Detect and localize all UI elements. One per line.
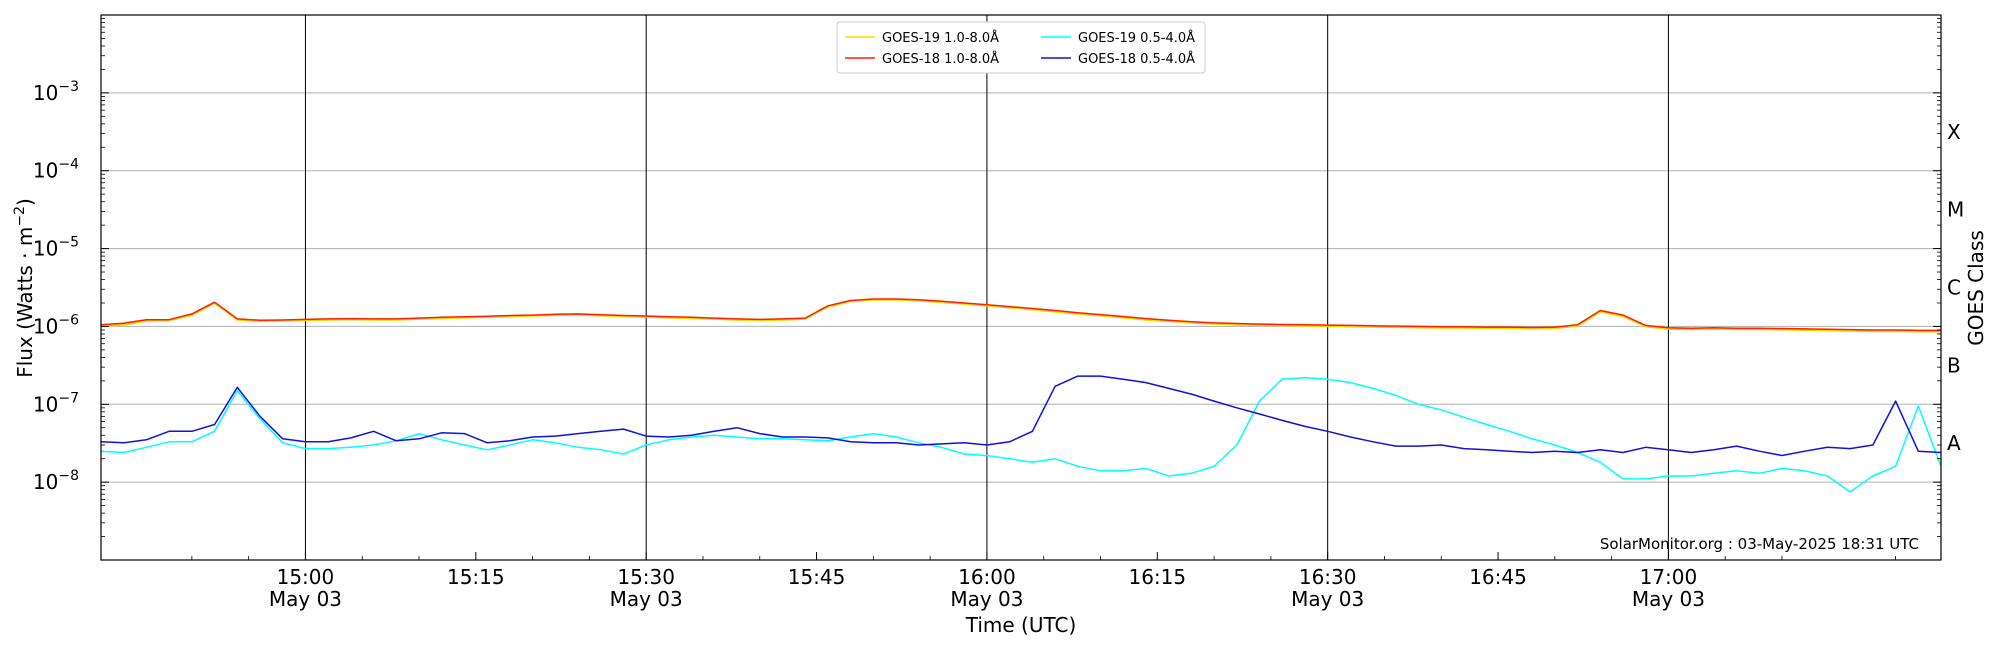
goes-class-label: M [1947, 198, 1964, 222]
x-tick-label: 16:00 [958, 565, 1016, 589]
legend-label: GOES-19 0.5-4.0Å [1078, 30, 1195, 46]
legend-label: GOES-19 1.0-8.0Å [882, 30, 999, 46]
goes-class-label: A [1947, 431, 1961, 455]
legend-label: GOES-18 0.5-4.0Å [1078, 51, 1195, 67]
y-tick-label: 10−6 [33, 312, 79, 338]
x-tick-label: 15:00 [277, 565, 335, 589]
y-tick-label: 10−7 [33, 390, 79, 416]
y-axis-title-main: Flux (Watts · m [13, 227, 37, 378]
plot-frame [100, 14, 1942, 561]
y-tick-label: 10−3 [33, 79, 79, 105]
x-tick-sublabel: May 03 [610, 587, 683, 611]
y-tick-label: 10−4 [33, 157, 79, 183]
y-axis-ticks: 10−8 10−7 10−6 10−5 10−4 10−3 [33, 18, 1941, 537]
y-axis-title-sup: −2 [12, 206, 28, 227]
x-tick-label: 15:30 [617, 565, 675, 589]
x-axis-title: Time (UTC) [965, 613, 1077, 637]
y-tick-label: 10−5 [33, 235, 79, 261]
x-tick-label: 16:15 [1128, 565, 1186, 589]
series-line-3 [100, 376, 1942, 493]
y-tick-label: 10−8 [33, 468, 79, 494]
goes-class-label: C [1947, 276, 1961, 300]
legend-box [836, 21, 1206, 74]
series-lines [100, 298, 1942, 493]
chart-grid [101, 15, 1941, 560]
y-axis-title: Flux (Watts · m−2) [12, 198, 37, 378]
right-axis-title: GOES Class [1964, 230, 1988, 346]
credit-text: SolarMonitor.org : 03-May-2025 18:31 UTC [1600, 535, 1919, 553]
series-line-4 [100, 375, 1942, 457]
x-tick-label: 16:45 [1469, 565, 1527, 589]
x-tick-label: 15:15 [447, 565, 505, 589]
x-tick-sublabel: May 03 [269, 587, 342, 611]
series-line-1 [100, 298, 1941, 333]
goes-class-label: B [1947, 353, 1961, 377]
x-tick-label: 15:45 [788, 565, 846, 589]
legend: GOES-19 1.0-8.0Å GOES-18 1.0-8.0Å GOES-19 … [836, 21, 1206, 74]
y-axis-title-close: ) [13, 198, 37, 206]
x-tick-sublabel: May 03 [1291, 587, 1364, 611]
x-tick-label: 16:30 [1299, 565, 1357, 589]
x-tick-label: 17:00 [1640, 565, 1698, 589]
series-line-2 [100, 298, 1941, 332]
goes-class-label: X [1947, 120, 1961, 144]
x-tick-sublabel: May 03 [950, 587, 1023, 611]
legend-label: GOES-18 1.0-8.0Å [882, 51, 999, 67]
goes-class-labels: A B C M X [1947, 120, 1964, 455]
x-tick-sublabel: May 03 [1632, 587, 1705, 611]
